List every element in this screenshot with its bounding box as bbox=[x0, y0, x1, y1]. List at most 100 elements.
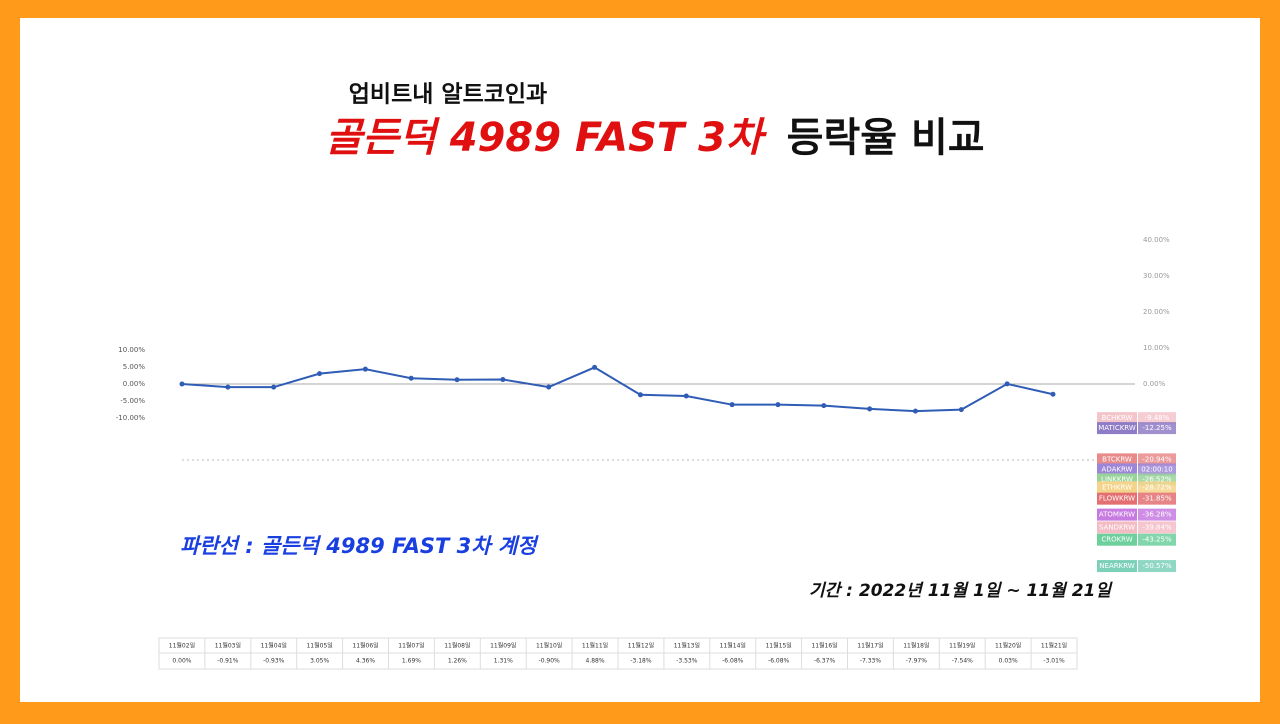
title-black: 등락율 비교 bbox=[787, 115, 985, 161]
point bbox=[775, 402, 781, 408]
coin-tag: SANDKRW -39.84% bbox=[1097, 521, 1176, 534]
coin-value: 02:00:10 bbox=[1141, 465, 1172, 473]
coin-name-box bbox=[1097, 422, 1137, 435]
coin-name: NEARKRW bbox=[1099, 562, 1134, 570]
coin-name: LINKKRW bbox=[1101, 475, 1133, 483]
coin-value: -36.28% bbox=[1142, 511, 1172, 519]
point bbox=[408, 375, 414, 381]
coin-name: SANDKRW bbox=[1099, 523, 1135, 531]
table-value: -7.97% bbox=[906, 658, 928, 665]
point bbox=[821, 403, 827, 409]
y-tick-label: 5.00% bbox=[123, 363, 146, 371]
coin-value: -31.85% bbox=[1142, 495, 1172, 503]
series-line bbox=[181, 366, 1054, 413]
table-date: 11월03일 bbox=[215, 642, 241, 650]
coin-name-box bbox=[1097, 463, 1137, 476]
table-value: -0.91% bbox=[217, 658, 239, 665]
point bbox=[592, 364, 598, 370]
y-tick-label: 0.00% bbox=[123, 380, 146, 388]
point bbox=[362, 366, 368, 372]
table-value: -3.01% bbox=[1043, 658, 1065, 665]
table-date: 11월15일 bbox=[765, 642, 791, 650]
table-value: 1.31% bbox=[494, 658, 513, 665]
table-date: 11월02일 bbox=[169, 642, 195, 650]
coin-value: -9.48% bbox=[1145, 414, 1170, 422]
point bbox=[500, 377, 506, 383]
point bbox=[867, 406, 873, 412]
coin-value-box bbox=[1138, 422, 1176, 435]
coin-value-box bbox=[1138, 560, 1176, 573]
table-date: 11월21일 bbox=[1041, 642, 1067, 650]
point bbox=[1004, 381, 1010, 387]
coin-value-box bbox=[1138, 453, 1176, 466]
table-value: -6.08% bbox=[768, 658, 790, 665]
point bbox=[271, 384, 277, 390]
coin-value: -28.72% bbox=[1142, 483, 1172, 491]
point bbox=[1050, 391, 1056, 397]
table-value: 0.00% bbox=[172, 658, 191, 665]
coin-name: BTCKRW bbox=[1102, 455, 1132, 463]
point bbox=[637, 392, 643, 398]
table-date: 11월18일 bbox=[903, 642, 929, 650]
coin-tag: BCHKRW -9.48% bbox=[1097, 412, 1176, 425]
coin-value: -20.94% bbox=[1142, 455, 1172, 463]
point bbox=[317, 371, 323, 377]
coin-name: FLOWKRW bbox=[1099, 495, 1135, 503]
table-date: 11월17일 bbox=[857, 642, 883, 650]
coin-tag: BTCKRW -20.94% bbox=[1097, 453, 1176, 466]
coin-name: MATICKRW bbox=[1098, 424, 1136, 432]
table-value: 4.88% bbox=[586, 658, 605, 665]
table-value: 3.05% bbox=[310, 658, 329, 665]
coin-value: -43.25% bbox=[1142, 536, 1172, 544]
table-date: 11월11일 bbox=[582, 642, 608, 650]
coin-name: ADAKRW bbox=[1102, 465, 1133, 473]
table-value: -6.08% bbox=[722, 658, 744, 665]
coin-name-box bbox=[1097, 521, 1137, 534]
table-value: -7.33% bbox=[860, 658, 882, 665]
coin-value: -26.52% bbox=[1142, 475, 1172, 483]
table-date: 11월09일 bbox=[490, 642, 516, 650]
table-value: -0.93% bbox=[263, 658, 285, 665]
table-value: 4.36% bbox=[356, 658, 375, 665]
coin-tag: ADAKRW 02:00:10 bbox=[1097, 463, 1176, 476]
coin-name: ATOMKRW bbox=[1099, 511, 1135, 519]
table-date: 11월19일 bbox=[949, 642, 975, 650]
point bbox=[958, 407, 964, 413]
y-tick-label: -5.00% bbox=[120, 397, 145, 405]
coin-tag: ATOMKRW -36.28% bbox=[1097, 508, 1176, 521]
point bbox=[546, 384, 552, 390]
coin-name: BCHKRW bbox=[1102, 414, 1133, 422]
y2-tick-label: 40.00% bbox=[1143, 236, 1170, 244]
coin-value-box bbox=[1138, 533, 1176, 546]
coin-value: -39.84% bbox=[1142, 523, 1172, 531]
table-date: 11월08일 bbox=[444, 642, 470, 650]
table-date: 11월04일 bbox=[261, 642, 287, 650]
title-line1: 업비트내 알트코인과 bbox=[349, 82, 547, 108]
coin-name-box bbox=[1097, 492, 1137, 505]
table-date: 11월12일 bbox=[628, 642, 654, 650]
table-date: 11월20일 bbox=[995, 642, 1021, 650]
table-date: 11월13일 bbox=[674, 642, 700, 650]
coin-name-box bbox=[1097, 533, 1137, 546]
table-date: 11월16일 bbox=[811, 642, 837, 650]
table-value: 0.03% bbox=[999, 658, 1018, 665]
coin-value: -12.25% bbox=[1142, 424, 1172, 432]
coin-name-box bbox=[1097, 412, 1137, 425]
coin-name-box bbox=[1097, 560, 1137, 573]
coin-name-box bbox=[1097, 453, 1137, 466]
table-value: 1.69% bbox=[402, 658, 421, 665]
table-value: -7.54% bbox=[952, 658, 974, 665]
point bbox=[454, 377, 460, 383]
point bbox=[729, 402, 735, 408]
y2-tick-label: 0.00% bbox=[1143, 380, 1166, 388]
period: 기간 : 2022년 11월 1일 ~ 11월 21일 bbox=[809, 581, 1113, 601]
table-value: 1.26% bbox=[448, 658, 467, 665]
coin-tag: NEARKRW -50.57% bbox=[1097, 560, 1176, 573]
table-date: 11월05일 bbox=[306, 642, 332, 650]
y2-tick-label: 20.00% bbox=[1143, 308, 1170, 316]
legend: 파란선 : 골든덕 4989 FAST 3차 계정 bbox=[180, 534, 539, 558]
coin-tag: MATICKRW -12.25% bbox=[1097, 422, 1176, 435]
table-value: -6.37% bbox=[814, 658, 836, 665]
panel bbox=[20, 18, 1260, 702]
